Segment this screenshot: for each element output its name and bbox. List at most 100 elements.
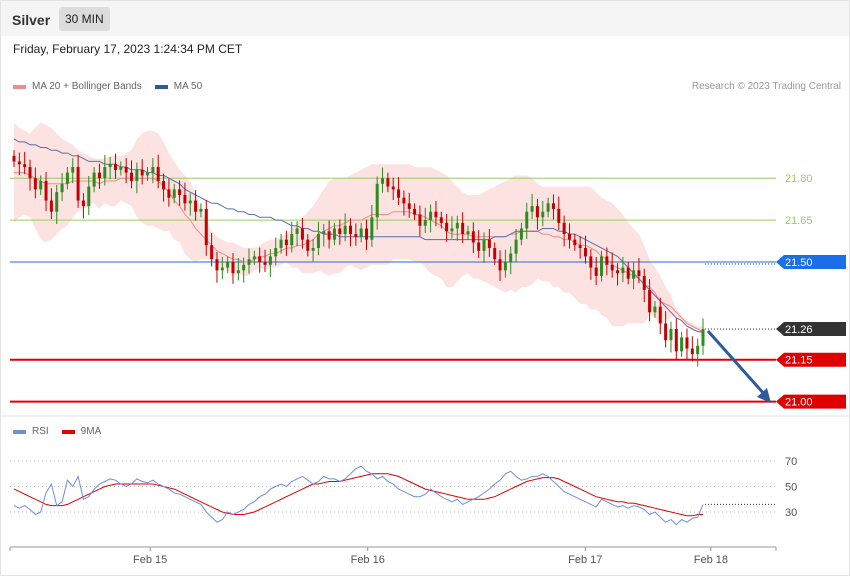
candle-body: [194, 200, 198, 212]
candle-body: [498, 259, 502, 271]
candle-body: [33, 178, 37, 190]
candle-body: [365, 228, 369, 240]
candle-body: [610, 264, 614, 271]
candle-body: [306, 239, 310, 251]
candle-body: [466, 231, 470, 235]
time-axis-label: Feb 16: [351, 554, 385, 566]
time-axis-label: Feb 17: [568, 554, 602, 566]
candle-body: [578, 245, 582, 249]
ma50-legend-label: MA 50: [173, 81, 203, 92]
ma20-legend-label: MA 20 + Bollinger Bands: [32, 81, 142, 92]
candle-body: [140, 169, 144, 176]
level-tag-21.00: [776, 394, 846, 409]
candle-body: [252, 256, 256, 260]
candle-body: [300, 228, 304, 240]
candle-body: [429, 211, 433, 221]
ma20-legend-swatch: [13, 84, 26, 89]
candle-body: [632, 270, 636, 279]
candle-body: [413, 208, 417, 215]
candle-body: [284, 239, 288, 246]
candle-body: [514, 239, 518, 254]
candle-body: [562, 222, 566, 235]
level-label-21.50: 21.50: [785, 257, 813, 269]
candle-body: [573, 239, 577, 246]
candle-body: [680, 337, 684, 352]
candle-body: [583, 248, 587, 257]
candle-body: [348, 225, 352, 235]
candle-body: [381, 178, 385, 184]
candle-body: [487, 239, 491, 249]
bollinger-band: [14, 122, 703, 338]
forecast-arrow-shaft: [706, 330, 767, 396]
moving-averages: [13, 138, 704, 333]
candle-body: [268, 256, 272, 265]
candle-body: [258, 256, 262, 262]
rsi-panel: 70 50 30: [10, 456, 797, 526]
candle-body: [290, 234, 294, 246]
candle-body: [263, 261, 267, 265]
ma50-legend-swatch: [154, 84, 168, 89]
candle-body: [621, 267, 625, 274]
candle-body: [690, 348, 694, 355]
candle-body: [210, 245, 214, 260]
level-label-21.00: 21.00: [785, 397, 813, 409]
candle-body: [199, 208, 203, 212]
candle-body: [589, 256, 593, 268]
candle-body: [23, 164, 27, 168]
candle-body: [530, 206, 534, 212]
candle-body: [92, 172, 96, 187]
candle-body: [439, 217, 443, 223]
candles: [12, 150, 705, 367]
candle-body: [546, 203, 550, 212]
candle-body: [701, 329, 705, 346]
candle-body: [247, 259, 251, 265]
candle-body: [108, 164, 112, 168]
time-axis-label: Feb 18: [694, 554, 728, 566]
candle-body: [594, 267, 598, 276]
timestamp: Friday, February 17, 2023 1:24:34 PM CET: [13, 42, 243, 56]
candle-body: [658, 306, 662, 324]
candle-body: [146, 172, 150, 176]
level-tag-21.26: [776, 322, 846, 337]
candle-body: [338, 228, 342, 235]
candle-body: [119, 167, 123, 170]
candle-body: [397, 189, 401, 198]
candle-body: [178, 189, 182, 195]
candle-body: [402, 197, 406, 204]
candle-body: [311, 248, 315, 251]
candle-body: [477, 242, 481, 251]
rsi-tick-label: 50: [785, 482, 797, 494]
candle-body: [322, 231, 326, 235]
rsi-ma-legend-label: 9MA: [80, 426, 102, 437]
candle-body: [375, 183, 379, 218]
candle-body: [236, 270, 240, 274]
candle-body: [215, 259, 219, 271]
candle-body: [519, 228, 523, 240]
candle-body: [39, 180, 43, 190]
bollinger-band-area: [14, 122, 703, 338]
rsi-legend-swatch: [13, 429, 26, 434]
candle-body: [685, 337, 689, 349]
rsi-ma-line: [13, 473, 703, 517]
forecast-arrow-head: [757, 388, 771, 403]
credit-text: Research © 2023 Trading Central: [691, 81, 841, 92]
candle-body: [461, 222, 465, 235]
rsi-legend-label: RSI: [32, 426, 49, 437]
candle-body: [124, 167, 128, 173]
ma50-line: [13, 138, 703, 333]
timeframe-badge[interactable]: 30 MIN: [59, 7, 110, 31]
candle-body: [407, 203, 411, 209]
candle-body: [674, 329, 678, 352]
candle-body: [12, 155, 16, 162]
instrument-title: Silver: [12, 12, 51, 28]
candle-body: [242, 264, 246, 271]
candle-body: [386, 178, 390, 187]
candle-body: [343, 225, 347, 235]
candle-body: [87, 186, 91, 207]
candle-body: [445, 222, 449, 232]
candle-body: [204, 208, 208, 246]
candle-body: [664, 323, 668, 341]
candle-body: [316, 234, 320, 249]
candle-body: [509, 253, 513, 262]
